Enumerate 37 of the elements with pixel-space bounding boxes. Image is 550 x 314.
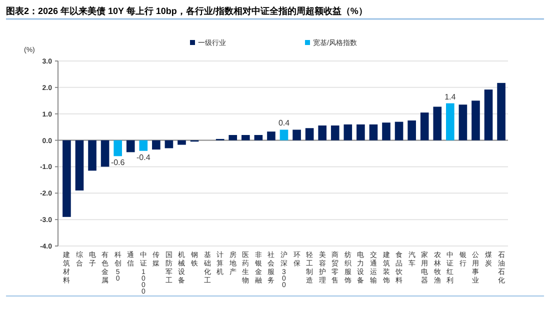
bar	[62, 140, 71, 217]
data-label: 0.4	[278, 118, 290, 128]
bar	[369, 124, 378, 140]
bar	[75, 140, 84, 190]
data-label: -0.6	[110, 158, 126, 168]
bar	[152, 140, 160, 150]
bar	[305, 128, 314, 140]
bar	[164, 140, 174, 148]
bar	[497, 82, 506, 140]
bar	[330, 125, 340, 140]
bar	[318, 125, 326, 140]
bar	[356, 124, 365, 140]
bar	[100, 140, 110, 167]
bar	[126, 140, 135, 152]
bar	[114, 140, 122, 156]
data-label: -0.4	[136, 152, 151, 162]
bar	[88, 140, 96, 171]
bar	[254, 135, 263, 140]
bar	[242, 135, 250, 140]
bar	[458, 104, 468, 140]
bar	[484, 90, 493, 140]
chart-title: 图表2：2026 年以来美债 10Y 每上行 10bp，各行业/指数相对中证全指的周超额收益（%）	[6, 6, 368, 16]
bar	[267, 132, 276, 140]
bar	[446, 103, 454, 140]
bar	[394, 122, 404, 140]
bar	[433, 106, 442, 140]
bar	[228, 135, 238, 140]
data-label: 1.4	[444, 92, 456, 102]
bar	[382, 122, 390, 140]
bar	[178, 140, 186, 145]
bar	[292, 130, 301, 140]
bar	[420, 112, 429, 140]
bar	[139, 140, 148, 151]
bar	[408, 120, 416, 140]
bar	[280, 130, 288, 140]
bar	[344, 124, 352, 140]
bar	[472, 100, 480, 140]
